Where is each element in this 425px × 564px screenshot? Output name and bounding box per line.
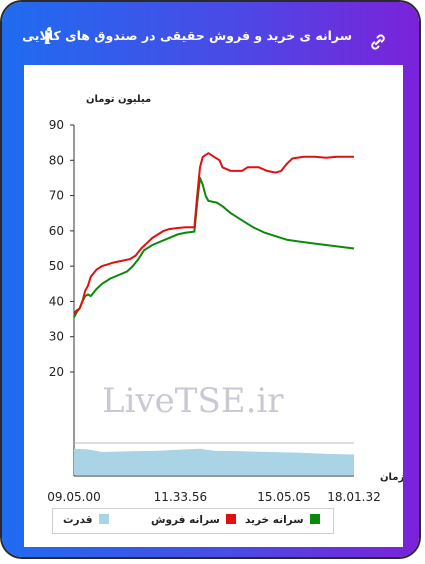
y-tick-label: 70 [49, 189, 64, 203]
link-icon[interactable] [368, 32, 388, 52]
info-icon[interactable]: i [43, 24, 53, 50]
watermark: LiveTSE.ir [102, 381, 284, 421]
legend-label-buy: سرانه خرید [245, 514, 304, 526]
y-tick-label: 30 [49, 330, 64, 344]
legend-label-power: قدرت [63, 514, 93, 526]
y-tick-label: 60 [49, 224, 64, 238]
legend-swatch-power [98, 514, 109, 524]
x-tick-label: 15.05.05 [257, 490, 310, 504]
chart-title: سرانه ی خرید و فروش حقیقی در صندوق های ک… [22, 28, 352, 43]
series-sell-line [73, 152, 354, 315]
legend: سرانه خرید سرانه فروش قدرت [52, 508, 334, 534]
y-axis-label: میلیون تومان [86, 94, 151, 105]
legend-item-power[interactable]: قدرت [63, 514, 109, 528]
series-group [73, 152, 355, 475]
legend-swatch-buy [309, 514, 320, 524]
series-buy-line [73, 176, 355, 318]
chart-card: سرانه ی خرید و فروش حقیقی در صندوق های ک… [2, 2, 419, 557]
legend-item-buy[interactable]: سرانه خرید [245, 514, 320, 528]
legend-label-sell: سرانه فروش [151, 514, 220, 526]
y-tick-label: 90 [49, 118, 64, 132]
x-ticks: 09.05.00 11.33.56 15.05.05 18.01.32 [47, 490, 380, 504]
chart-svg: LiveTSE.ir میلیون تومان زمان 20 30 40 50 60 7… [47, 94, 403, 504]
x-tick-label: 18.01.32 [327, 490, 380, 504]
y-tick-label: 80 [49, 153, 64, 167]
y-tick-label: 40 [49, 294, 64, 308]
y-ticks: 20 30 40 50 60 70 80 90 [49, 118, 74, 379]
y-tick-label: 20 [49, 365, 64, 379]
chart-panel: LiveTSE.ir میلیون تومان زمان 20 30 40 50 60 7… [24, 65, 403, 547]
series-power-area [74, 448, 354, 475]
x-axis-label: زمان [380, 472, 403, 483]
x-tick-label: 11.33.56 [154, 490, 207, 504]
x-tick-label: 09.05.00 [47, 490, 100, 504]
y-tick-label: 50 [49, 259, 64, 273]
legend-swatch-sell [225, 514, 236, 524]
legend-item-sell[interactable]: سرانه فروش [151, 514, 236, 528]
